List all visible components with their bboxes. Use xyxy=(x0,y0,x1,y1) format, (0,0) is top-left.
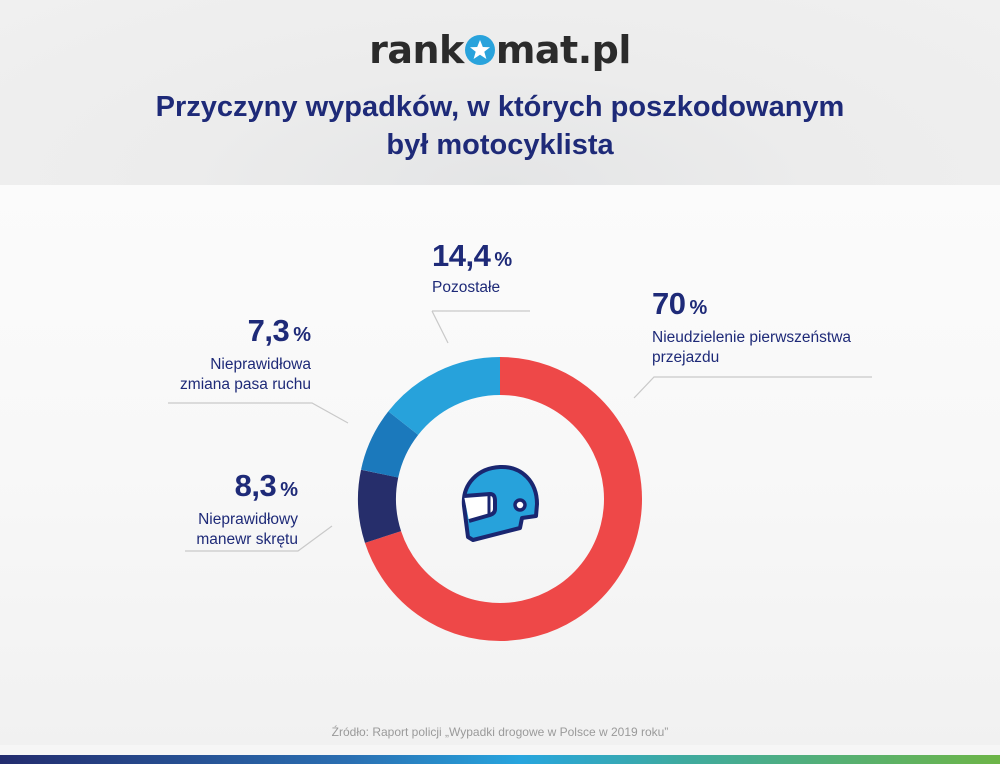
callout-label: Pozostałe xyxy=(432,278,512,298)
label-line-1: Nieudzielenie pierwszeństwa xyxy=(652,329,852,346)
percent-sign: % xyxy=(689,297,708,319)
label-line-1: Nieprawidłowy xyxy=(198,511,298,528)
label-line-2: zmiana pasa ruchu xyxy=(180,376,311,393)
callout-value: 7,3 xyxy=(247,313,290,348)
callout-label: Nieudzielenie pierwszeństwa przejazdu xyxy=(652,328,851,368)
segment-pozostale xyxy=(388,357,501,436)
segment-zmiana-pasa xyxy=(361,411,419,479)
label-line-2: manewr skrętu xyxy=(196,531,298,548)
callout-label: Nieprawidłowa zmiana pasa ruchu xyxy=(160,355,311,395)
percent-sign: % xyxy=(280,479,298,501)
callout-value: 14,4 xyxy=(432,238,491,273)
bottom-gradient-bar xyxy=(0,755,1000,764)
callout-nieudzielenie-pierwszenstwa: 70% Nieudzielenie pierwszeństwa przejazd… xyxy=(652,286,851,368)
donut-chart xyxy=(358,357,642,641)
star-in-circle-icon xyxy=(464,35,495,65)
percent-sign: % xyxy=(293,324,311,346)
header-background xyxy=(0,0,1000,185)
title-line-1: Przyczyny wypadków, w których poszkodowa… xyxy=(155,91,845,123)
source-note: Źródło: Raport policji „Wypadki drogowe … xyxy=(331,725,669,739)
segment-manewr-skretu xyxy=(358,469,402,543)
callout-zmiana-pasa: 7,3% Nieprawidłowa zmiana pasa ruchu xyxy=(160,313,311,395)
label-line-1: Nieprawidłowa xyxy=(210,356,311,373)
callout-value: 8,3 xyxy=(234,468,277,503)
chart-title: Przyczyny wypadków, w których poszkodowa… xyxy=(0,88,1000,164)
logo-text-left: rank xyxy=(369,28,464,72)
rankomat-logo: rank mat.pl xyxy=(0,28,1000,72)
callout-label: Nieprawidłowy manewr skrętu xyxy=(160,510,298,550)
percent-sign: % xyxy=(494,249,513,271)
label-line-1: Pozostałe xyxy=(432,279,501,296)
label-line-2: przejazdu xyxy=(652,349,720,366)
callout-pozostale: 14,4% Pozostałe xyxy=(432,238,512,298)
segment-nieudzielenie-pierwszenstwa xyxy=(364,357,642,641)
logo-text-right: mat.pl xyxy=(495,28,632,72)
motorcycle-helmet-icon xyxy=(461,464,539,542)
title-line-2: był motocyklista xyxy=(386,129,614,161)
callout-value: 70 xyxy=(652,286,686,321)
callout-manewr-skretu: 8,3% Nieprawidłowy manewr skrętu xyxy=(160,468,298,550)
